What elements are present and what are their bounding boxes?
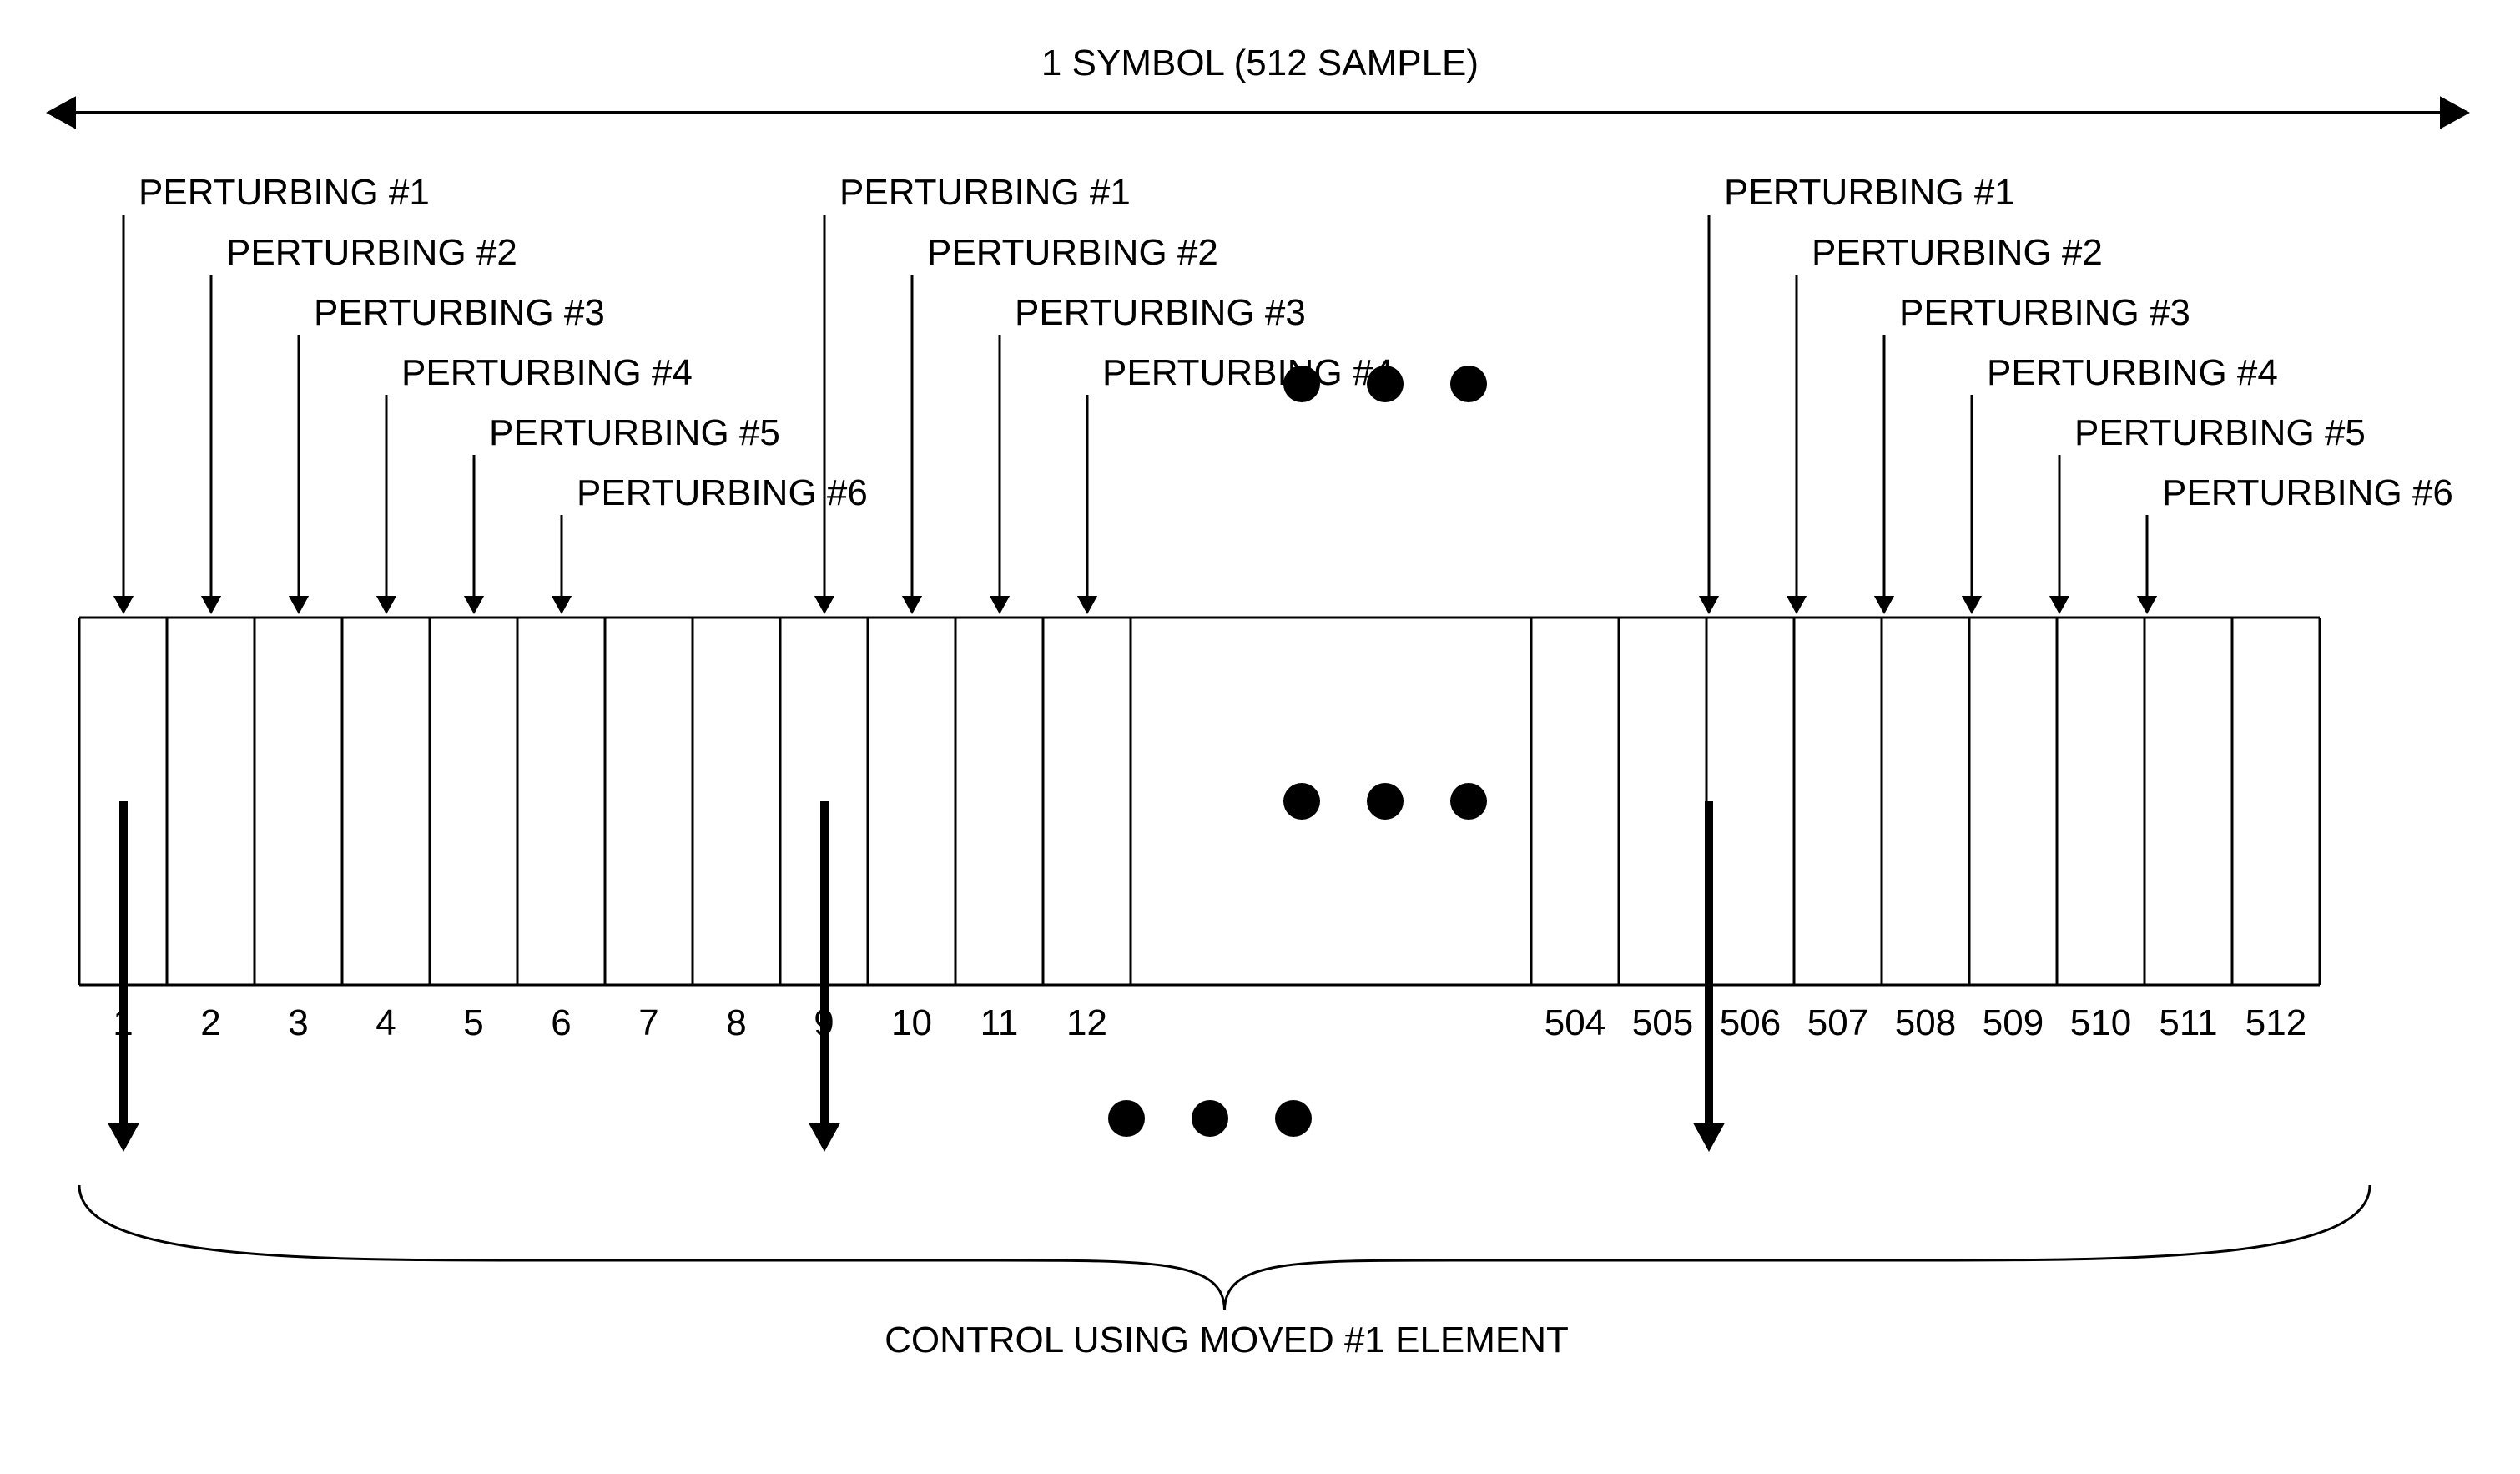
cell-number: 511 bbox=[2159, 1002, 2217, 1043]
perturbing-label: PERTURBING #5 bbox=[489, 412, 780, 453]
perturbing-label: PERTURBING #4 bbox=[401, 352, 693, 393]
perturbing-label: PERTURBING #3 bbox=[1015, 292, 1306, 333]
cell-number: 507 bbox=[1807, 1002, 1868, 1043]
arrow-head bbox=[1699, 596, 1719, 614]
arrow-head bbox=[809, 1123, 839, 1152]
ellipsis-dot bbox=[1283, 783, 1320, 820]
arrow-head bbox=[113, 596, 134, 614]
cell-number: 509 bbox=[1983, 1002, 2044, 1043]
arrow-head bbox=[201, 596, 221, 614]
ellipsis-dot bbox=[1283, 366, 1320, 402]
ellipsis-dot bbox=[1192, 1100, 1228, 1137]
cell-number: 506 bbox=[1720, 1002, 1781, 1043]
cell-number: 510 bbox=[2070, 1002, 2131, 1043]
perturbing-label: PERTURBING #5 bbox=[2074, 412, 2366, 453]
cell-number: 504 bbox=[1545, 1002, 1605, 1043]
arrow-head bbox=[2440, 96, 2470, 129]
bottom-brace bbox=[79, 1185, 2370, 1310]
cell-number: 5 bbox=[463, 1002, 483, 1043]
arrow-head bbox=[1077, 596, 1097, 614]
perturbing-label: PERTURBING #1 bbox=[1724, 172, 2015, 213]
perturbing-label: PERTURBING #2 bbox=[1812, 232, 2103, 273]
cell-number: 6 bbox=[551, 1002, 571, 1043]
cell-number: 8 bbox=[726, 1002, 746, 1043]
cell-number: 12 bbox=[1066, 1002, 1107, 1043]
perturbing-label: PERTURBING #6 bbox=[2162, 472, 2453, 513]
top-range-label: 1 SYMBOL (512 SAMPLE) bbox=[1041, 43, 1479, 83]
perturbing-label: PERTURBING #3 bbox=[314, 292, 605, 333]
arrow-head bbox=[1787, 596, 1807, 614]
cell-number: 508 bbox=[1895, 1002, 1956, 1043]
arrow-head bbox=[46, 96, 76, 129]
ellipsis-dot bbox=[1275, 1100, 1312, 1137]
perturbing-label: PERTURBING #2 bbox=[927, 232, 1218, 273]
perturbing-label: PERTURBING #3 bbox=[1899, 292, 2190, 333]
arrow-head bbox=[289, 596, 309, 614]
arrow-head bbox=[2137, 596, 2157, 614]
cell-number: 3 bbox=[288, 1002, 308, 1043]
arrow-head bbox=[990, 596, 1010, 614]
ellipsis-dot bbox=[1367, 366, 1404, 402]
arrow-head bbox=[108, 1123, 139, 1152]
perturbing-label: PERTURBING #1 bbox=[839, 172, 1131, 213]
cell-number: 512 bbox=[2245, 1002, 2306, 1043]
arrow-head bbox=[552, 596, 572, 614]
ellipsis-dot bbox=[1450, 366, 1487, 402]
cell-number: 4 bbox=[375, 1002, 396, 1043]
perturbing-label: PERTURBING #4 bbox=[1987, 352, 2278, 393]
bottom-caption: CONTROL USING MOVED #1 ELEMENT bbox=[885, 1320, 1569, 1360]
perturbing-label: PERTURBING #4 bbox=[1102, 352, 1394, 393]
ellipsis-dot bbox=[1108, 1100, 1145, 1137]
cell-number: 505 bbox=[1632, 1002, 1693, 1043]
arrow-head bbox=[1693, 1123, 1724, 1152]
arrow-head bbox=[1874, 596, 1894, 614]
arrow-head bbox=[376, 596, 396, 614]
cell-number: 10 bbox=[891, 1002, 932, 1043]
ellipsis-dot bbox=[1450, 783, 1487, 820]
arrow-head bbox=[464, 596, 484, 614]
cell-number: 11 bbox=[980, 1002, 1019, 1043]
perturbing-label: PERTURBING #2 bbox=[226, 232, 517, 273]
arrow-head bbox=[2049, 596, 2069, 614]
arrow-head bbox=[814, 596, 834, 614]
ellipsis-dot bbox=[1367, 783, 1404, 820]
cell-number: 2 bbox=[200, 1002, 220, 1043]
arrow-head bbox=[1962, 596, 1982, 614]
perturbing-label: PERTURBING #1 bbox=[139, 172, 430, 213]
arrow-head bbox=[902, 596, 922, 614]
cell-number: 7 bbox=[638, 1002, 658, 1043]
